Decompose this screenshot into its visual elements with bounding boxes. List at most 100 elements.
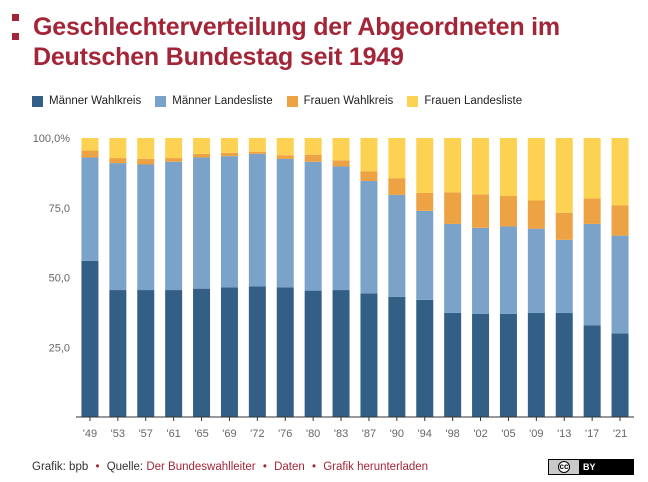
- bar-segment[interactable]: [555, 212, 573, 240]
- x-tick-label: '57: [139, 428, 153, 440]
- bar-segment[interactable]: [276, 138, 294, 156]
- bar-segment[interactable]: [388, 178, 406, 195]
- bar-segment[interactable]: [472, 313, 490, 417]
- bar-segment[interactable]: [611, 333, 629, 417]
- bar-segment[interactable]: [499, 138, 517, 197]
- grafik-herunterladen-link[interactable]: Grafik herunterladen: [323, 461, 429, 473]
- bar-segment[interactable]: [499, 226, 517, 314]
- bar-segment[interactable]: [527, 200, 545, 229]
- bar-segment[interactable]: [109, 158, 127, 164]
- bundeswahlleiter-link[interactable]: Der Bundeswahlleiter: [146, 461, 256, 473]
- bar-segment[interactable]: [555, 312, 573, 417]
- bar-segment[interactable]: [193, 138, 211, 154]
- bar-segment[interactable]: [276, 155, 294, 159]
- bar-segment[interactable]: [416, 299, 434, 417]
- bar-segment[interactable]: [109, 138, 127, 159]
- bar-segment[interactable]: [220, 287, 238, 417]
- bar-segment[interactable]: [611, 138, 629, 206]
- footer-separator-1: •: [95, 461, 100, 473]
- bar-segment[interactable]: [81, 138, 99, 151]
- bar-segment[interactable]: [193, 157, 211, 289]
- bar-segment[interactable]: [165, 158, 183, 162]
- x-tick-label: '80: [306, 428, 320, 440]
- bar-segment[interactable]: [416, 138, 434, 193]
- bar-segment[interactable]: [304, 290, 322, 417]
- bar-segment[interactable]: [527, 312, 545, 417]
- bar-segment[interactable]: [416, 192, 434, 211]
- bar-segment[interactable]: [304, 161, 322, 291]
- bar-segment[interactable]: [583, 198, 601, 224]
- chart-title: Geschlechterverteilung der Abgeordneten …: [33, 13, 560, 71]
- bar-segment[interactable]: [165, 161, 183, 291]
- stacked-bar-chart: 100,0% 75,0 50,0 25,0 '49 '53 '57 '61 '65 '69 '72 '…: [33, 133, 634, 440]
- bar-segment[interactable]: [360, 293, 378, 417]
- bar-segment[interactable]: [444, 312, 462, 417]
- daten-link[interactable]: Daten: [274, 461, 305, 473]
- bar-segment[interactable]: [109, 290, 127, 417]
- bar-segment[interactable]: [276, 158, 294, 288]
- bar-segment[interactable]: [304, 138, 322, 155]
- bar-segment[interactable]: [499, 196, 517, 227]
- legend-item-maenner-wahlkreis: Männer Wahlkreis: [32, 95, 141, 107]
- bar-segment[interactable]: [583, 223, 601, 326]
- bar-segment[interactable]: [332, 160, 350, 167]
- bar-segment[interactable]: [611, 205, 629, 236]
- bar-segment[interactable]: [388, 138, 406, 179]
- bar-segment[interactable]: [276, 287, 294, 417]
- bar-segment[interactable]: [248, 151, 266, 154]
- bar-segment[interactable]: [583, 325, 601, 417]
- bar-segment[interactable]: [360, 171, 378, 181]
- bar-segment[interactable]: [360, 180, 378, 294]
- bar-segment[interactable]: [332, 290, 350, 417]
- bar-segment[interactable]: [444, 223, 462, 313]
- y-tick-label: 50,0: [49, 273, 70, 285]
- bar-segment[interactable]: [527, 138, 545, 201]
- bar-segment[interactable]: [81, 157, 99, 261]
- bar-segment[interactable]: [248, 153, 266, 287]
- bar-segment[interactable]: [220, 156, 238, 288]
- bar-segment[interactable]: [416, 210, 434, 300]
- bar-segment[interactable]: [583, 138, 601, 199]
- x-tick-label: '02: [473, 428, 487, 440]
- x-tick-label: '69: [222, 428, 236, 440]
- bar-segment[interactable]: [165, 290, 183, 417]
- footer-quelle-label: Quelle:: [106, 461, 144, 473]
- cc-license-badge[interactable]: cc BY: [548, 459, 634, 475]
- bar-segment[interactable]: [360, 138, 378, 172]
- bar-segment[interactable]: [165, 138, 183, 159]
- y-tick-label: 25,0: [49, 342, 70, 354]
- bar-segment[interactable]: [248, 138, 266, 152]
- bar-segment[interactable]: [220, 138, 238, 153]
- bar-segment[interactable]: [248, 286, 266, 417]
- bar-segment[interactable]: [81, 260, 99, 417]
- x-tick-label: '09: [529, 428, 543, 440]
- bar-segment[interactable]: [137, 290, 155, 417]
- bar-segment[interactable]: [388, 194, 406, 297]
- bar-segment[interactable]: [555, 239, 573, 313]
- bar-segment[interactable]: [137, 138, 155, 159]
- footer-source: Grafik: bpb: [32, 461, 89, 473]
- bar-segment[interactable]: [472, 227, 490, 314]
- bar-segment[interactable]: [472, 194, 490, 228]
- bar-segment[interactable]: [444, 138, 462, 193]
- cc-icon: cc: [549, 460, 579, 474]
- bar-segment[interactable]: [611, 235, 629, 334]
- bar-segment[interactable]: [220, 152, 238, 157]
- bar-segment[interactable]: [472, 138, 490, 195]
- bar-segment[interactable]: [332, 166, 350, 291]
- bar-segment[interactable]: [444, 192, 462, 224]
- bar-segment[interactable]: [193, 153, 211, 158]
- bar-segment[interactable]: [499, 313, 517, 417]
- bar-segment[interactable]: [81, 150, 99, 158]
- bar-segment[interactable]: [527, 228, 545, 313]
- bar-segment[interactable]: [332, 138, 350, 161]
- legend: Männer Wahlkreis Männer Landesliste Frau…: [32, 95, 522, 107]
- bar-segment[interactable]: [193, 288, 211, 417]
- x-tick-label: '61: [166, 428, 180, 440]
- bar-segment[interactable]: [137, 164, 155, 291]
- bar-segment[interactable]: [304, 154, 322, 162]
- bar-segment[interactable]: [388, 296, 406, 417]
- bar-segment[interactable]: [137, 158, 155, 165]
- bar-segment[interactable]: [109, 163, 127, 291]
- bar-segment[interactable]: [555, 138, 573, 213]
